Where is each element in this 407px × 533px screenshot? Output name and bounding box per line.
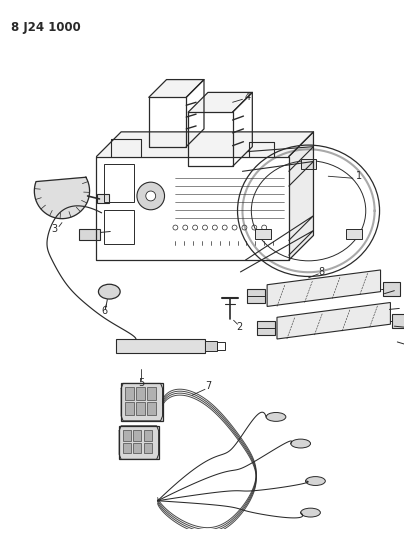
Polygon shape: [289, 132, 313, 260]
Polygon shape: [277, 303, 390, 339]
Bar: [123, 430, 131, 441]
Bar: [392, 314, 407, 328]
Bar: [97, 194, 109, 203]
Bar: [144, 430, 152, 441]
Text: 6: 6: [101, 306, 107, 317]
Bar: [125, 402, 134, 415]
Bar: [79, 229, 101, 240]
Bar: [133, 430, 141, 441]
Bar: [217, 342, 225, 350]
Bar: [116, 339, 205, 353]
Circle shape: [137, 182, 164, 210]
Bar: [123, 442, 131, 454]
Bar: [125, 387, 134, 400]
Bar: [301, 159, 316, 168]
Bar: [247, 289, 265, 303]
Bar: [144, 442, 152, 454]
Polygon shape: [149, 79, 204, 98]
Text: 1: 1: [356, 171, 362, 181]
Text: 7: 7: [205, 381, 211, 391]
Bar: [104, 210, 134, 244]
Text: 3: 3: [51, 223, 57, 233]
Polygon shape: [188, 92, 252, 112]
Ellipse shape: [98, 284, 120, 299]
Polygon shape: [267, 270, 381, 306]
Bar: [255, 229, 271, 239]
Ellipse shape: [306, 477, 325, 486]
Text: 5: 5: [138, 378, 144, 389]
Bar: [147, 387, 155, 400]
Bar: [257, 321, 275, 335]
Ellipse shape: [291, 439, 311, 448]
Text: 8: 8: [318, 267, 324, 277]
Bar: [104, 164, 134, 202]
Bar: [346, 229, 362, 239]
Bar: [119, 426, 159, 459]
Ellipse shape: [266, 413, 286, 422]
Bar: [205, 341, 217, 351]
Bar: [136, 402, 145, 415]
Polygon shape: [34, 177, 90, 219]
Bar: [136, 387, 145, 400]
Polygon shape: [96, 132, 313, 157]
Ellipse shape: [301, 508, 320, 517]
Bar: [383, 282, 400, 296]
Circle shape: [146, 191, 155, 201]
Text: 4: 4: [245, 92, 251, 102]
Text: 2: 2: [236, 322, 243, 332]
Text: 8 J24 1000: 8 J24 1000: [11, 21, 81, 35]
Bar: [147, 402, 155, 415]
Bar: [133, 442, 141, 454]
Bar: [121, 383, 162, 421]
